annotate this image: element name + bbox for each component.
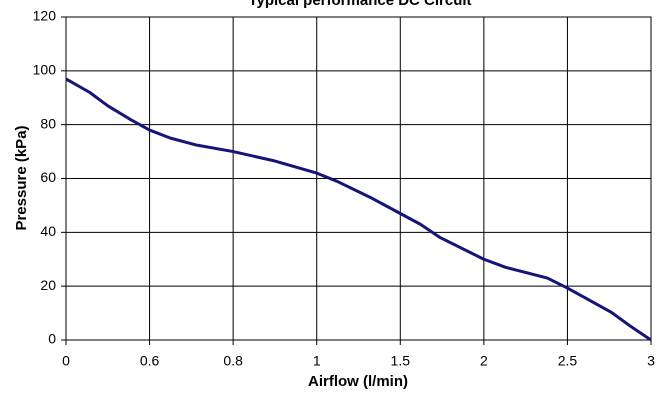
y-tick-label: 0 [48, 331, 56, 347]
x-tick-label: 3 [647, 353, 655, 369]
x-axis-label: Airflow (l/min) [308, 373, 408, 390]
y-axis-label: Pressure (kPa) [13, 125, 30, 230]
y-tick-label: 40 [40, 223, 56, 239]
data-line [65, 77, 652, 342]
x-tick-label: 1 [313, 353, 321, 369]
x-tick-label: 1.5 [391, 353, 411, 369]
y-tick-label: 120 [33, 8, 57, 24]
y-tick-label: 80 [40, 115, 56, 131]
x-tick-label: 2 [480, 353, 488, 369]
y-tick-label: 60 [40, 169, 56, 185]
x-tick-label: 2.5 [558, 353, 578, 369]
x-tick-label: 0.6 [140, 353, 160, 369]
y-tick-label: 20 [40, 277, 56, 293]
chart-title: Typical performance DC Circuit [248, 0, 471, 9]
x-tick-label: 0.8 [223, 353, 243, 369]
y-tick-label: 100 [33, 62, 57, 78]
x-tick-label: 0 [62, 353, 70, 369]
